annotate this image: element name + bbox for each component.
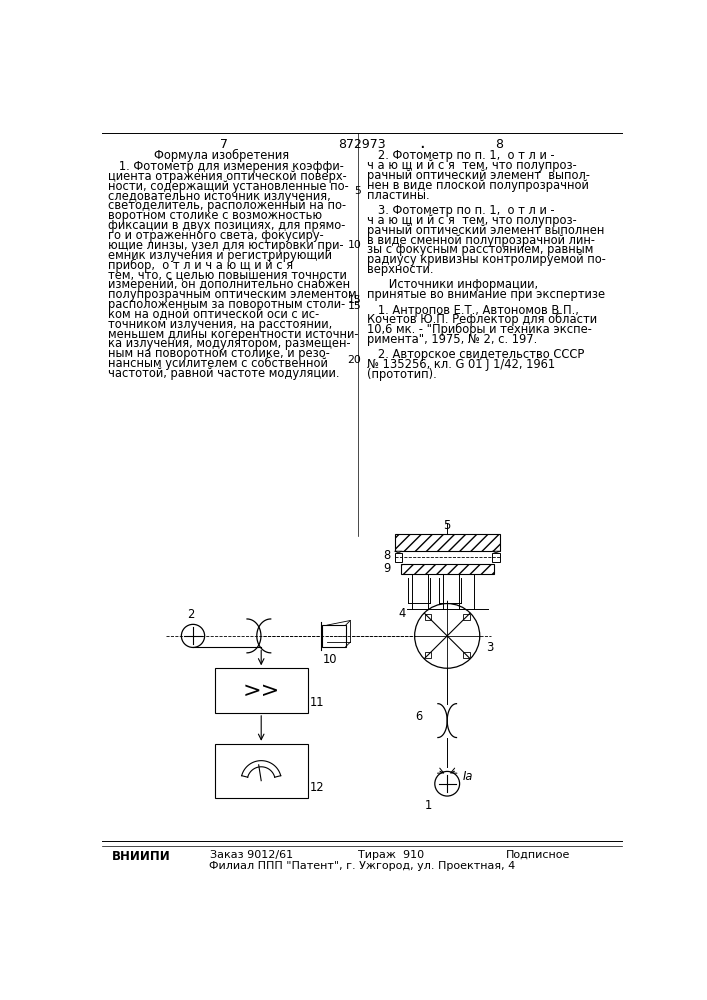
Bar: [425, 652, 431, 658]
Bar: [215, 668, 308, 713]
Text: Ia: Ia: [462, 770, 473, 783]
Text: ч а ю щ и й с я  тем, что полупроз-: ч а ю щ и й с я тем, что полупроз-: [368, 159, 577, 172]
Text: 15: 15: [347, 301, 361, 311]
Text: циента отражения оптической поверх-: циента отражения оптической поверх-: [107, 170, 346, 183]
Text: Кочетов Ю.П. Рефлектор для области: Кочетов Ю.П. Рефлектор для области: [368, 313, 597, 326]
Text: измерений, он дополнительно снабжен: измерений, он дополнительно снабжен: [107, 278, 350, 291]
Text: Подписное: Подписное: [506, 850, 570, 860]
Bar: [395, 534, 500, 551]
Text: 2: 2: [187, 607, 194, 620]
Text: 9: 9: [383, 562, 391, 575]
Bar: [464, 652, 469, 658]
Text: 10,6 мк. - "Приборы и техника экспе-: 10,6 мк. - "Приборы и техника экспе-: [368, 323, 592, 336]
Text: расположенным за поворотным столи-: расположенным за поворотным столи-: [107, 298, 345, 311]
Bar: [425, 614, 431, 620]
Circle shape: [435, 771, 460, 796]
Text: рачный оптический элемент  выпол-: рачный оптический элемент выпол-: [368, 169, 590, 182]
Text: ка излучения, модулятором, размещен-: ка излучения, модулятором, размещен-: [107, 337, 351, 350]
Circle shape: [182, 624, 204, 647]
Text: зы с фокусным расстоянием, равным: зы с фокусным расстоянием, равным: [368, 243, 594, 256]
Text: 872973: 872973: [338, 138, 386, 151]
Text: 5: 5: [354, 186, 361, 196]
Text: ком на одной оптической оси с ис-: ком на одной оптической оси с ис-: [107, 308, 319, 321]
Bar: [395, 553, 402, 562]
Text: 12: 12: [310, 781, 325, 794]
Text: нен в виде плоской полупрозрачной: нен в виде плоской полупрозрачной: [368, 179, 589, 192]
Text: 7: 7: [220, 138, 228, 151]
Bar: [322, 625, 346, 647]
Text: тем, что, с целью повышения точности: тем, что, с целью повышения точности: [107, 268, 346, 281]
Text: 3. Фотометр по п. 1,  о т л и -: 3. Фотометр по п. 1, о т л и -: [368, 204, 555, 217]
Text: 2. Фотометр по п. 1,  о т л и -: 2. Фотометр по п. 1, о т л и -: [368, 149, 555, 162]
Text: светоделитель, расположенный на по-: светоделитель, расположенный на по-: [107, 199, 346, 212]
Text: нансным усилителем с собственной: нансным усилителем с собственной: [107, 357, 327, 370]
Text: ности, содержащий установленные по-: ности, содержащий установленные по-: [107, 180, 349, 193]
Text: ющие линзы, узел для юстировки при-: ющие линзы, узел для юстировки при-: [107, 239, 344, 252]
Text: ВНИИПИ: ВНИИПИ: [112, 850, 170, 863]
Text: Тираж  910: Тираж 910: [358, 850, 423, 860]
Text: 8: 8: [383, 549, 391, 562]
Text: полупрозрачным оптическим элементом,: полупрозрачным оптическим элементом,: [107, 288, 360, 301]
Text: фиксации в двух позициях, для прямо-: фиксации в двух позициях, для прямо-: [107, 219, 345, 232]
Circle shape: [414, 604, 480, 668]
Text: верхности.: верхности.: [368, 263, 434, 276]
Polygon shape: [395, 551, 402, 553]
Bar: [492, 553, 500, 562]
Text: 10: 10: [347, 240, 361, 250]
Text: 1: 1: [424, 799, 432, 812]
Text: частотой, равной частоте модуляции.: частотой, равной частоте модуляции.: [107, 367, 339, 380]
Text: 10: 10: [322, 653, 337, 666]
Text: в виде сменной полупрозрачной лин-: в виде сменной полупрозрачной лин-: [368, 234, 595, 247]
Text: ным на поворотном столике, и резо-: ным на поворотном столике, и резо-: [107, 347, 329, 360]
Text: ч а ю щ и й с я  тем, что полупроз-: ч а ю щ и й с я тем, что полупроз-: [368, 214, 577, 227]
Text: принятые во внимание при экспертизе: принятые во внимание при экспертизе: [368, 288, 605, 301]
Text: 5: 5: [443, 519, 450, 532]
Text: римента", 1975, № 2, с. 197.: римента", 1975, № 2, с. 197.: [368, 333, 537, 346]
Text: 3: 3: [486, 641, 493, 654]
Text: Заказ 9012/61: Заказ 9012/61: [209, 850, 293, 860]
Text: 1. Фотометр для измерения коэффи-: 1. Фотометр для измерения коэффи-: [107, 160, 344, 173]
Text: го и отраженного света, фокусиру-: го и отраженного света, фокусиру-: [107, 229, 324, 242]
Bar: [215, 744, 308, 798]
Text: емник излучения и регистрирующий: емник излучения и регистрирующий: [107, 249, 332, 262]
Text: прибор,  о т л и ч а ю щ и й с я: прибор, о т л и ч а ю щ и й с я: [107, 259, 293, 272]
Text: рачный оптический элемент выполнен: рачный оптический элемент выполнен: [368, 224, 604, 237]
Text: № 135256, кл. G 01 J 1/42, 1961: № 135256, кл. G 01 J 1/42, 1961: [368, 358, 556, 371]
Text: 1. Антропов Е.Т., Автономов В.П.,: 1. Антропов Е.Т., Автономов В.П.,: [368, 304, 579, 317]
Text: 4: 4: [398, 607, 405, 620]
Text: пластины.: пластины.: [368, 189, 430, 202]
Text: воротном столике с возможностью: воротном столике с возможностью: [107, 209, 322, 222]
Bar: [464, 614, 469, 620]
Bar: [401, 564, 493, 574]
Text: 8: 8: [495, 138, 503, 151]
Text: ·: ·: [419, 139, 424, 157]
Text: точником излучения, на расстоянии,: точником излучения, на расстоянии,: [107, 318, 332, 331]
Text: радиусу кривизны контролируемой по-: радиусу кривизны контролируемой по-: [368, 253, 606, 266]
Text: (прототип).: (прототип).: [368, 368, 437, 381]
Text: 11: 11: [310, 696, 325, 709]
Text: Источники информации,: Источники информации,: [368, 278, 539, 291]
Text: Филиал ППП "Патент", г. Ужгород, ул. Проектная, 4: Филиал ППП "Патент", г. Ужгород, ул. Про…: [209, 861, 515, 871]
Text: 2. Авторское свидетельство СССР: 2. Авторское свидетельство СССР: [368, 348, 585, 361]
Text: Формула изобретения: Формула изобретения: [154, 149, 289, 162]
Text: 6: 6: [415, 710, 422, 723]
Text: 15: 15: [347, 295, 361, 305]
Text: 20: 20: [347, 355, 361, 365]
Text: >>: >>: [243, 681, 280, 701]
Polygon shape: [492, 551, 500, 553]
Text: следовательно источник излучения,: следовательно источник излучения,: [107, 190, 330, 203]
Text: меньшем длины когерентности источни-: меньшем длины когерентности источни-: [107, 328, 358, 341]
